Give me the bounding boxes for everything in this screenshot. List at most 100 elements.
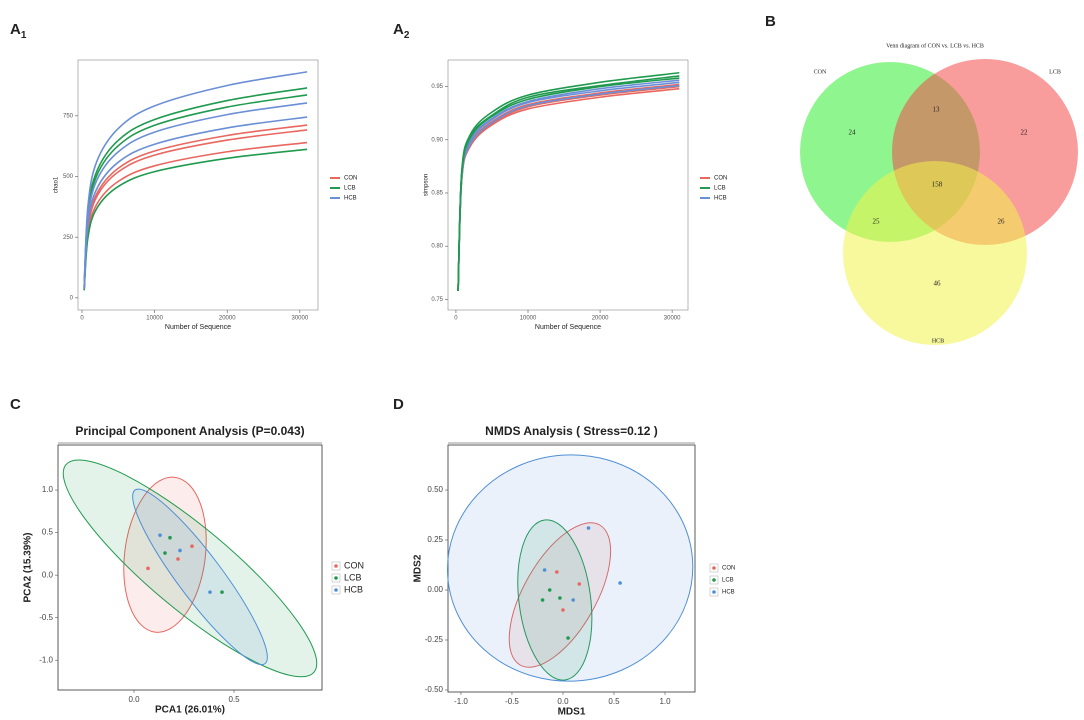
panel-label: C xyxy=(10,396,21,413)
confidence-ellipse xyxy=(446,454,694,682)
point xyxy=(163,551,167,555)
point xyxy=(540,598,545,602)
point xyxy=(558,596,562,600)
venn-set-label: LCB xyxy=(1049,69,1061,75)
venn-count: 25 xyxy=(873,218,881,226)
y-tick-label: 1.0 xyxy=(42,485,54,494)
x-tick-label: 10000 xyxy=(146,316,163,322)
point xyxy=(547,588,552,592)
confidence-ellipse xyxy=(517,519,593,681)
x-tick-label: 20000 xyxy=(592,316,609,322)
y-tick-label: 500 xyxy=(63,174,74,180)
legend-dot xyxy=(334,564,338,568)
legend-dot xyxy=(334,576,338,580)
venn-title: Venn diagram of CON vs. LCB vs. HCB xyxy=(886,42,984,49)
point xyxy=(190,544,194,549)
y-tick-label: 0.80 xyxy=(431,244,443,250)
y-axis-label: MDS2 xyxy=(413,554,424,582)
plot-frame xyxy=(447,444,696,693)
y-axis-label: PCA2 (15.39%) xyxy=(23,532,34,602)
y-tick-label: -0.25 xyxy=(425,635,444,644)
venn-set-label: HCB xyxy=(932,338,944,344)
panel-letter: C xyxy=(10,396,21,413)
y-tick-label: -0.50 xyxy=(425,685,444,694)
y-tick-label: 0.85 xyxy=(431,191,443,197)
confidence-ellipse xyxy=(62,459,318,678)
panel-label: B xyxy=(765,13,776,30)
point xyxy=(146,566,150,571)
point xyxy=(586,526,591,530)
legend-label: HCB xyxy=(722,590,735,596)
chart-title: NMDS Analysis ( Stress=0.12 ) xyxy=(485,424,658,438)
point xyxy=(168,535,172,540)
legend-label: CON xyxy=(722,566,735,572)
legend-label: LCB xyxy=(714,186,726,192)
rarefaction-curve xyxy=(83,148,308,291)
rarefaction-curve xyxy=(83,116,308,289)
y-tick-label: 0.00 xyxy=(427,585,443,594)
y-tick-label: 0.95 xyxy=(431,84,443,90)
rarefaction-curve xyxy=(83,71,308,287)
x-tick-label: 20000 xyxy=(219,316,236,322)
venn-set-label: CON xyxy=(814,69,827,75)
y-axis-label: chao1 xyxy=(54,176,60,193)
y-tick-label: 750 xyxy=(63,113,74,119)
x-tick-label: 0.5 xyxy=(228,695,240,704)
point xyxy=(566,636,570,640)
chart-title: Principal Component Analysis (P=0.043) xyxy=(75,424,304,438)
point xyxy=(178,548,182,553)
legend-label: HCB xyxy=(344,196,357,202)
panel-letter: B xyxy=(765,13,776,30)
x-tick-label: 0.0 xyxy=(128,695,140,704)
venn-count: 13 xyxy=(933,106,941,114)
legend-label: HCB xyxy=(714,196,727,202)
venn-count: 158 xyxy=(932,181,943,189)
panel-letter: D xyxy=(393,396,404,413)
x-tick-label: 30000 xyxy=(292,316,309,322)
venn-count: 26 xyxy=(998,218,1006,226)
y-tick-label: -0.5 xyxy=(39,613,53,622)
point xyxy=(571,598,575,602)
point xyxy=(577,582,582,586)
panel-label: D xyxy=(393,396,404,413)
y-tick-label: 0 xyxy=(70,295,74,301)
point xyxy=(542,568,547,572)
venn-count: 46 xyxy=(934,280,942,288)
panel-label: A2 xyxy=(393,21,410,41)
point xyxy=(555,570,559,574)
y-axis-label: simpson xyxy=(424,174,430,196)
point xyxy=(618,581,622,585)
panel-subscript: 2 xyxy=(404,30,410,41)
legend-dot xyxy=(712,566,716,570)
legend-dot xyxy=(712,578,716,582)
venn-count: 24 xyxy=(849,129,857,137)
legend-label: CON xyxy=(714,176,727,182)
x-axis-label: Number of Sequence xyxy=(165,324,231,331)
panel-letter: A xyxy=(10,21,21,38)
venn-set xyxy=(843,161,1027,345)
legend-label: CON xyxy=(344,560,364,570)
y-tick-label: 0.50 xyxy=(427,485,443,494)
x-axis-label: MDS1 xyxy=(558,707,586,718)
point xyxy=(158,533,162,537)
y-tick-label: 0.75 xyxy=(431,297,443,303)
legend-label: CON xyxy=(344,176,357,182)
y-tick-label: 250 xyxy=(63,235,74,241)
x-tick-label: 0.5 xyxy=(608,697,620,706)
point xyxy=(220,590,224,594)
x-tick-label: -1.0 xyxy=(454,697,468,706)
x-tick-label: -0.5 xyxy=(505,697,519,706)
venn-count: 22 xyxy=(1021,129,1029,137)
panel-label: A1 xyxy=(10,21,27,41)
rarefaction-curve xyxy=(457,77,680,291)
y-tick-label: 0.25 xyxy=(427,535,443,544)
x-tick-label: 10000 xyxy=(520,316,537,322)
x-tick-label: 0 xyxy=(454,316,458,322)
y-tick-label: 0.0 xyxy=(42,570,54,579)
legend-label: LCB xyxy=(722,578,734,584)
y-tick-label: 0.5 xyxy=(42,528,54,537)
plot-frame xyxy=(77,59,319,311)
legend-label: HCB xyxy=(344,584,363,594)
point xyxy=(208,590,212,594)
